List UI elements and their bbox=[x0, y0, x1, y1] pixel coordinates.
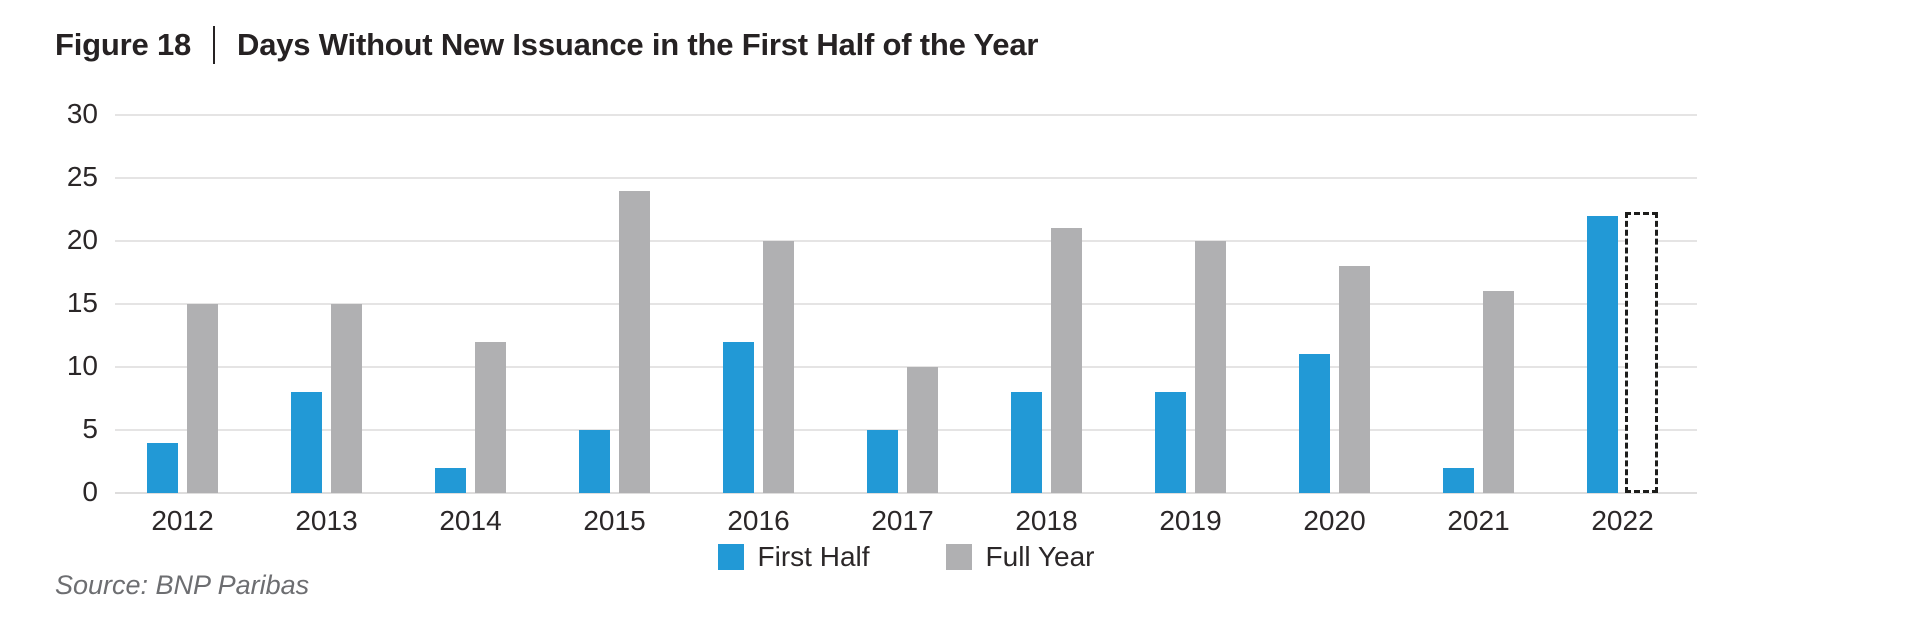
first-half-bar-2016 bbox=[723, 342, 754, 493]
x-tick-label-2012: 2012 bbox=[151, 505, 214, 536]
full-year-swatch-icon bbox=[945, 544, 972, 570]
first-half-bar-2015 bbox=[579, 430, 610, 493]
x-tick-label-2014: 2014 bbox=[439, 505, 502, 536]
source-note: Source: BNP Paribas bbox=[55, 570, 310, 600]
bar-chart-plot-area: 2012 2013 2014 2015 2016 2017 2018 2019 2020 2021… bbox=[115, 114, 1697, 536]
full-year-bar-2015 bbox=[619, 191, 650, 493]
first-half-bar-2014 bbox=[435, 468, 466, 493]
x-tick-label-2017: 2017 bbox=[871, 505, 934, 536]
bar-group-2019: 2019 bbox=[1155, 115, 1226, 536]
y-tick-label-15: 15 bbox=[66, 287, 98, 318]
x-tick-label-2020: 2020 bbox=[1303, 505, 1366, 536]
figure-title-text: Days Without New Issuance in the First H… bbox=[237, 27, 1039, 62]
x-tick-label-2019: 2019 bbox=[1159, 505, 1222, 536]
bar-group-2015: 2015 bbox=[579, 115, 650, 536]
first-half-bar-2019 bbox=[1155, 392, 1186, 493]
gridline-20 bbox=[115, 240, 1697, 242]
gridline-25 bbox=[115, 177, 1697, 179]
legend-label-first-half: First Half bbox=[757, 541, 870, 572]
bar-group-2021: 2021 bbox=[1443, 115, 1514, 536]
gridline-15 bbox=[115, 303, 1697, 305]
first-half-swatch-icon bbox=[717, 544, 744, 570]
gridline-5 bbox=[115, 429, 1697, 431]
full-year-projected-bar-2022 bbox=[1625, 212, 1658, 493]
full-year-bar-2020 bbox=[1339, 266, 1370, 493]
bar-group-2022: 2022 bbox=[1587, 115, 1658, 536]
bar-group-2012: 2012 bbox=[147, 115, 218, 536]
full-year-bar-2012 bbox=[187, 304, 218, 493]
full-year-bar-2017 bbox=[907, 367, 938, 493]
first-half-bar-2013 bbox=[291, 392, 322, 493]
figure-title: Figure 18 Days Without New Issuance in t… bbox=[55, 26, 1038, 64]
full-year-bar-2016 bbox=[763, 241, 794, 493]
chart-legend: First Half Full Year bbox=[115, 541, 1697, 573]
bar-group-2017: 2017 bbox=[867, 115, 938, 536]
x-tick-label-2016: 2016 bbox=[727, 505, 790, 536]
first-half-bar-2012 bbox=[147, 443, 178, 493]
y-tick-label-20: 20 bbox=[66, 224, 98, 255]
y-tick-label-0: 0 bbox=[82, 476, 98, 507]
x-tick-label-2018: 2018 bbox=[1015, 505, 1078, 536]
bar-group-2020: 2020 bbox=[1299, 115, 1370, 536]
full-year-bar-2019 bbox=[1195, 241, 1226, 493]
first-half-bar-2021 bbox=[1443, 468, 1474, 493]
first-half-bar-2020 bbox=[1299, 354, 1330, 493]
full-year-bar-2014 bbox=[475, 342, 506, 493]
first-half-bar-2022 bbox=[1587, 216, 1618, 493]
y-tick-label-10: 10 bbox=[66, 350, 98, 381]
x-tick-label-2015: 2015 bbox=[583, 505, 646, 536]
bar-groups: 2012 2013 2014 2015 2016 2017 2018 2019 2020 2021… bbox=[115, 115, 1697, 536]
gridline-10 bbox=[115, 366, 1697, 368]
legend-label-full-year: Full Year bbox=[985, 541, 1095, 572]
full-year-bar-2013 bbox=[331, 304, 362, 493]
y-tick-label-25: 25 bbox=[66, 161, 98, 192]
gridline-0 bbox=[115, 492, 1697, 494]
legend-item-full-year: Full Year bbox=[945, 541, 1095, 573]
full-year-bar-2021 bbox=[1483, 291, 1514, 493]
first-half-bar-2017 bbox=[867, 430, 898, 493]
x-tick-label-2013: 2013 bbox=[295, 505, 358, 536]
gridline-30 bbox=[115, 114, 1697, 116]
figure-number: Figure 18 bbox=[55, 27, 192, 62]
bar-group-2013: 2013 bbox=[291, 115, 362, 536]
legend-item-first-half: First Half bbox=[717, 541, 870, 573]
x-tick-label-2021: 2021 bbox=[1447, 505, 1510, 536]
y-tick-label-5: 5 bbox=[82, 413, 98, 444]
first-half-bar-2018 bbox=[1011, 392, 1042, 493]
title-separator bbox=[213, 26, 216, 64]
x-tick-label-2022: 2022 bbox=[1591, 505, 1654, 536]
bar-group-2018: 2018 bbox=[1011, 115, 1082, 536]
bar-group-2014: 2014 bbox=[435, 115, 506, 536]
bar-group-2016: 2016 bbox=[723, 115, 794, 536]
full-year-bar-2018 bbox=[1051, 228, 1082, 493]
y-tick-label-30: 30 bbox=[66, 98, 98, 129]
